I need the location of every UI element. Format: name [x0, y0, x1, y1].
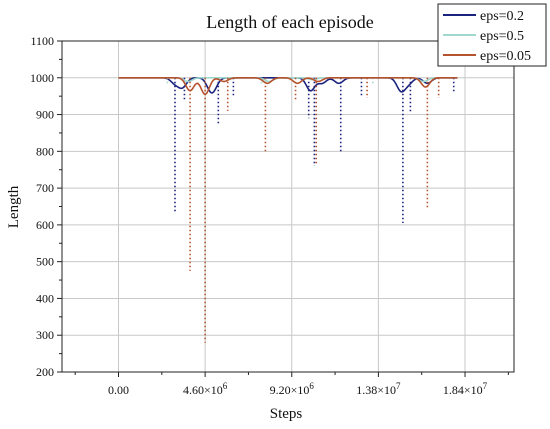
legend: eps=0.2 eps=0.5 eps=0.05	[437, 3, 547, 67]
y-tick-label: 1100	[30, 34, 54, 48]
x-tick-label: 9.20×106	[270, 381, 315, 397]
y-axis-label: Length	[6, 185, 22, 228]
chart-title: Length of each episode	[206, 12, 373, 32]
legend-label: eps=0.2	[480, 9, 524, 24]
y-tick-label: 400	[36, 291, 54, 305]
axis-ticks: 200 300 400 500 600 700 800 900 1000 1100 0.00 4.60…	[30, 34, 509, 397]
legend-label: eps=0.5	[480, 29, 524, 44]
series-line	[118, 76, 458, 96]
legend-label: eps=0.05	[480, 49, 531, 64]
x-tick-label: 4.60×106	[183, 381, 228, 397]
y-tick-label: 600	[36, 218, 54, 232]
series-layer	[118, 76, 458, 343]
x-tick-label: 1.38×107	[356, 381, 401, 397]
y-tick-label: 200	[36, 365, 54, 379]
x-tick-label: 1.84×107	[443, 381, 488, 397]
y-tick-label: 1000	[30, 71, 54, 85]
y-tick-label: 900	[36, 108, 54, 122]
x-tick-label: 0.00	[108, 383, 129, 397]
x-axis-label: Steps	[270, 406, 303, 422]
y-tick-label: 700	[36, 181, 54, 195]
y-tick-label: 300	[36, 328, 54, 342]
y-tick-label: 800	[36, 144, 54, 158]
y-tick-label: 500	[36, 255, 54, 269]
series-eps=0.05	[118, 76, 458, 343]
